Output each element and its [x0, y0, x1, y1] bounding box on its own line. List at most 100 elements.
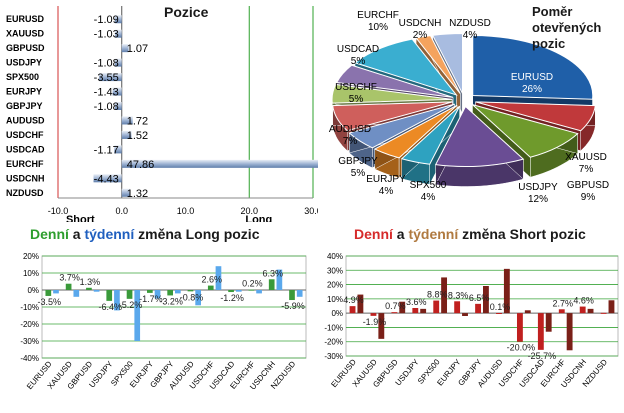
- pie-label-gbpusd: GBPUSD 9%: [567, 180, 609, 203]
- category-label-gbpusd: GBPUSD: [6, 43, 45, 53]
- value-label-eurjpy: -1.43: [94, 87, 119, 99]
- data-label-audusd: -0.8%: [180, 292, 204, 302]
- pie-label-name: USDCAD: [337, 44, 379, 55]
- value-label-gbpusd: 1.07: [127, 43, 148, 55]
- pie-slice-usdcad: [335, 64, 454, 98]
- x-tick-label: 30.0: [304, 206, 318, 216]
- pie-label-nzdusd: NZDUSD 4%: [449, 18, 491, 41]
- bar-týdenní-usdcad: [545, 313, 552, 332]
- data-label-eurjpy: 8.3%: [448, 290, 469, 300]
- y-tick-label: 20%: [327, 281, 343, 290]
- y-tick-label: 30%: [327, 266, 343, 275]
- bar-usdcnh: [93, 174, 122, 183]
- bar-denní-gbpusd: [391, 312, 398, 314]
- pie-slice-usdjpy: [434, 105, 525, 168]
- bar-týdenní-eurjpy: [462, 313, 468, 316]
- pie-label-spx500: SPX500 4%: [410, 180, 447, 203]
- data-label-eurusd: 4.9%: [343, 295, 364, 305]
- pie-label-pct: 9%: [581, 192, 596, 203]
- data-label-usdchf: 2.6%: [202, 275, 223, 285]
- pie-label-eurchf: EURCHF 10%: [357, 10, 399, 33]
- bar-eurusd: [114, 15, 122, 24]
- positions-chart-svg: EURUSD -1.09 XAUUSD -1.03 GBPUSD 1.07 USDJPY -1…: [6, 6, 427, 226]
- bar-týdenní-eurchf: [256, 290, 262, 294]
- y-tick-label: -20%: [324, 338, 343, 347]
- category-label-eurjpy: EURJPY: [6, 87, 42, 97]
- pie-title: Poměr otevřených pozic: [532, 4, 602, 51]
- value-label-spx500: -3.55: [94, 72, 119, 84]
- data-label-usdcnh: 6.3%: [262, 268, 283, 278]
- pie-label-audusd: AUDUSD 7%: [329, 124, 371, 147]
- pie-label-usdcad: USDCAD 5%: [337, 44, 379, 67]
- pie-label-name: GBPUSD: [567, 180, 609, 191]
- bar-audusd: [121, 116, 133, 125]
- bar-denní-gbpjpy: [475, 303, 481, 314]
- value-label-usdjpy: -1.08: [94, 58, 119, 70]
- y-tick-label: -30%: [20, 337, 39, 346]
- pie-label-usdchf: USDCHF 5%: [335, 82, 377, 105]
- x-tick-label: -10.0: [48, 206, 69, 216]
- pie-label-pct: 10%: [368, 22, 388, 33]
- bar-týdenní-spx500: [441, 277, 448, 314]
- data-label-usdjpy: 3.6%: [406, 297, 427, 307]
- pie-slice-nzdusd: [431, 32, 463, 94]
- pie-label-pct: 4%: [379, 186, 394, 197]
- pie-label-name: USDJPY: [518, 182, 558, 193]
- bar-týdenní-nzdusd: [608, 300, 615, 314]
- bar-týdenní-usdjpy: [420, 308, 427, 314]
- pie-label-name: USDCHF: [335, 82, 377, 93]
- pie-label-pct: 12%: [528, 194, 548, 205]
- bar-denní-eurusd: [45, 290, 52, 296]
- pie-label-name: XAUUSD: [565, 152, 607, 163]
- short-change-chart: Denní a týdenní změna Short pozic 40% 30%…: [312, 222, 624, 408]
- bar-týdenní-eurjpy: [154, 290, 161, 299]
- pie-slice-xauusd: [475, 101, 596, 132]
- data-label-gbpusd: 1.3%: [80, 277, 101, 287]
- long-title-and: a: [68, 226, 85, 242]
- bar-usdjpy: [114, 58, 122, 67]
- bar-denní-gbpusd: [86, 287, 92, 290]
- bar-týdenní-xauusd: [73, 290, 80, 297]
- value-label-nzdusd: 1.32: [127, 188, 148, 200]
- data-label-eurchf: 2.7%: [553, 298, 574, 308]
- bar-denní-xauusd: [370, 313, 377, 316]
- y-tick-label: 0%: [27, 286, 39, 295]
- pie-label-name: AUDUSD: [329, 124, 371, 135]
- pie-label-xauusd: XAUUSD 7%: [565, 152, 607, 175]
- data-label-usdcad: -1.2%: [220, 293, 244, 303]
- positions-title: Pozice: [164, 4, 209, 20]
- category-label-xauusd: XAUUSD: [6, 29, 45, 39]
- pie-label-name: NZDUSD: [449, 18, 491, 29]
- bar-týdenní-usdcad: [235, 290, 242, 292]
- bar-denní-eurchf: [558, 309, 565, 314]
- y-tick-label: 40%: [327, 252, 343, 261]
- short-change-title: Denní a týdenní změna Short pozic: [354, 226, 586, 242]
- bar-týdenní-eurusd: [357, 294, 364, 314]
- bar-denní-usdchf: [516, 313, 523, 342]
- bar-denní-nzdusd: [600, 312, 607, 314]
- bar-denní-nzdusd: [289, 290, 295, 301]
- pie-label-usdcnh: USDCNH 2%: [399, 18, 442, 41]
- value-label-xauusd: -1.03: [94, 29, 119, 41]
- bar-týdenní-audusd: [195, 290, 201, 306]
- category-label-eurchf: EURCHF: [6, 159, 44, 169]
- data-label-gbpjpy: 6.5%: [469, 293, 490, 303]
- value-label-eurusd: -1.09: [94, 14, 119, 26]
- data-label-usdjpy: -6.4%: [98, 302, 122, 312]
- bar-denní-xauusd: [65, 283, 72, 290]
- y-tick-label: 20%: [23, 252, 39, 261]
- x-tick-label: 10.0: [177, 206, 195, 216]
- value-label-usdcad: -1.17: [94, 144, 119, 156]
- x-tick-label: 20.0: [240, 206, 258, 216]
- y-tick-label: -30%: [324, 352, 343, 361]
- y-tick-label: 0%: [331, 309, 343, 318]
- data-label-spx500: -5.2%: [119, 300, 143, 310]
- category-label-usdjpy: USDJPY: [6, 58, 42, 68]
- pie-label-pct: 26%: [522, 84, 542, 95]
- value-label-usdcnh: -4.43: [94, 173, 119, 185]
- long-title-daily: Denní: [30, 226, 69, 242]
- pie-label-pct: 4%: [463, 30, 478, 41]
- data-label-usdcad: -25.7%: [528, 351, 557, 361]
- bar-týdenní-gbpjpy: [175, 290, 181, 294]
- category-label-audusd: AUDUSD: [6, 115, 45, 125]
